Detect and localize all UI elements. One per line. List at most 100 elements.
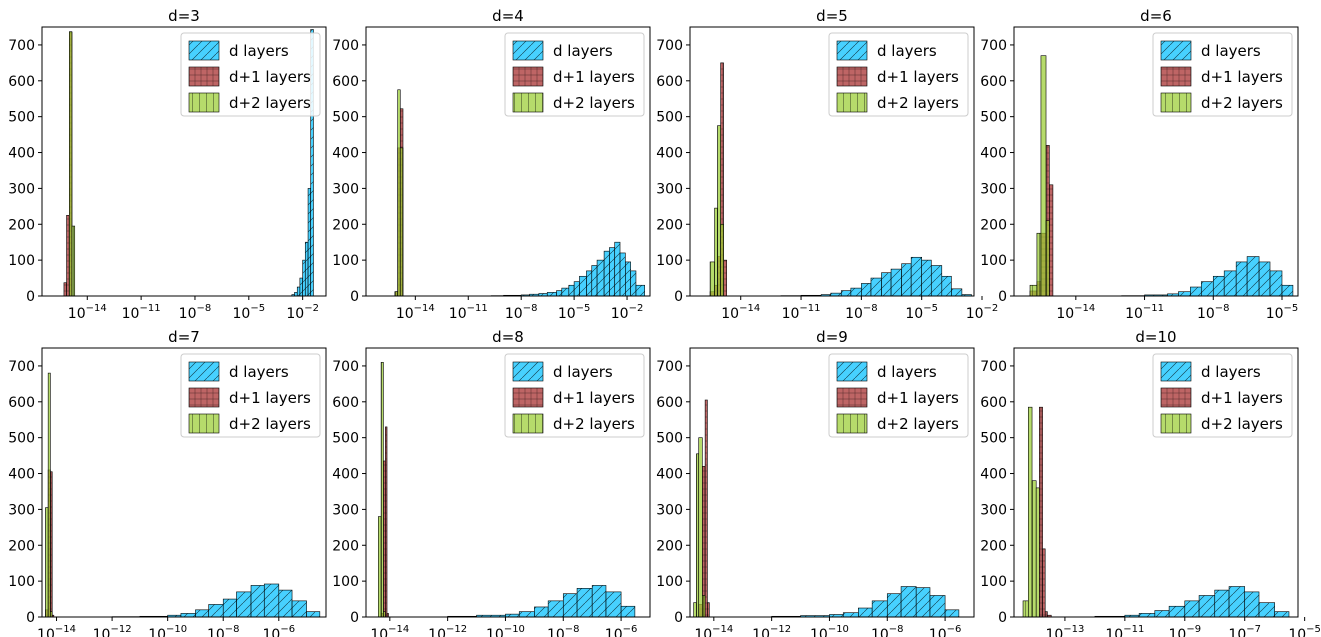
plot-frame [1013,347,1299,618]
legend-label: d layers [1201,42,1261,60]
x-tick-base: 10 [396,306,414,322]
bar-hatch-0-5 [872,600,888,617]
bar-hatch-0-7 [1214,590,1230,617]
bar-hatch-0-6 [1213,276,1225,296]
subplot-title: d=3 [168,7,200,25]
bar-hatch-0-9 [1247,256,1260,296]
bar-hatch-1-1 [383,460,386,617]
plot-frame [689,26,975,297]
x-tick-exponent: −13 [1063,624,1084,635]
subplot-title: d=8 [492,328,524,346]
bar-hatch-0-5 [548,600,564,617]
x-tick-label: 10−8 [179,303,212,322]
y-tick-label: 300 [980,502,1007,518]
bar-hatch-1-0 [1039,407,1043,617]
bar-hatch-0-3 [529,294,539,296]
bar-hatch-0-4 [538,293,548,296]
x-tick-base: 10 [1197,306,1215,322]
bar-hatch-0-2 [829,614,844,617]
bar-hatch-0-4 [1169,606,1185,617]
legend-label: d+1 layers [553,389,635,407]
legend-label: d+2 layers [553,415,635,433]
x-tick-label: 10−13 [1045,624,1084,637]
bar-hatch-0-2 [297,287,300,296]
x-tick-exponent: −10 [504,624,525,635]
bar-hatch-0-7 [1224,270,1237,296]
x-tick-base: 10 [721,306,739,322]
x-tick-exponent: −6 [280,624,295,635]
x-tick-base: 10 [1056,306,1074,322]
plot-frame [365,347,651,618]
x-tick-base: 10 [428,627,446,637]
legend-label: d+2 layers [1201,415,1283,433]
bar-hatch-0-1 [294,292,298,296]
x-tick-exponent: −5 [1284,303,1299,314]
x-tick-exponent: −2 [629,303,644,314]
legend-label: d layers [1201,363,1261,381]
bar-hatch-0-7 [901,586,917,617]
legend: d layers d+1 layers d+2 layers [828,353,969,438]
y-tick-label: 500 [656,110,683,126]
x-tick-base: 10 [929,627,947,637]
bar-hatch-1-1 [702,466,706,617]
y-tick-label: 0 [998,610,1007,626]
x-tick-exponent: −12 [770,624,791,635]
x-tick-exponent: −14 [55,624,76,635]
bar-hatch-0-6 [556,290,562,296]
y-tick-label: 700 [980,38,1007,54]
bar-hatch-2-2 [50,611,53,617]
x-tick-base: 10 [905,306,923,322]
plot-frame [689,347,975,618]
y-tick-label: 700 [8,359,35,375]
legend-label: d layers [877,42,937,60]
bar-hatch-0-4 [534,606,549,617]
legend-label: d layers [553,363,613,381]
x-tick-base: 10 [1228,627,1246,637]
bar-hatch-2-1 [714,208,718,296]
y-tick-label: 600 [980,74,1007,90]
x-tick-exponent: −12 [110,624,131,635]
bar-hatch-0-7 [561,288,569,296]
legend-swatch-hatch [513,414,543,433]
x-tick-exponent: −8 [523,303,538,314]
y-tick-label: 100 [332,253,359,269]
x-tick-base: 10 [1125,306,1143,322]
legend-swatch-hatch [837,93,867,112]
y-tick-label: 600 [656,74,683,90]
x-tick-base: 10 [93,627,111,637]
x-tick-exponent: −11 [467,303,488,314]
legend-swatch-hatch [513,93,543,112]
subplot-title: d=4 [492,7,524,25]
x-tick-label: 10−10 [810,624,849,637]
x-tick-label: 10−11 [782,303,821,322]
x-tick-label: 10−9 [1168,624,1201,637]
legend-swatch-hatch [189,41,219,60]
x-tick-base: 10 [605,627,623,637]
bar-hatch-0-15 [609,247,615,296]
bar-hatch-2-0 [693,602,697,617]
bar-hatch-1-3 [387,613,389,617]
y-tick-label: 400 [656,467,683,483]
bar-hatch-0-6 [308,188,311,296]
bar-hatch-0-3 [1178,291,1191,296]
legend-swatch-hatch [1161,362,1191,381]
x-tick-label: 10−14 [68,303,107,322]
y-tick-label: 0 [674,289,683,305]
bar-hatch-0-10 [278,590,293,617]
y-tick-label: 0 [998,289,1007,305]
bar-hatch-2-1 [397,89,401,296]
y-tick-label: 400 [332,146,359,162]
x-tick-base: 10 [1288,627,1306,637]
y-tick-label: 100 [980,574,1007,590]
bar-hatch-0-5 [1184,600,1200,617]
y-tick-label: 300 [8,181,35,197]
bar-hatch-0-2 [821,294,831,296]
x-tick-base: 10 [1266,306,1284,322]
bar-hatch-1-1 [1042,548,1046,617]
bar-hatch-2-1 [1028,407,1033,617]
bar-hatch-1-1 [66,215,70,296]
x-tick-exponent: −8 [889,624,904,635]
legend-swatch-hatch [189,67,219,86]
